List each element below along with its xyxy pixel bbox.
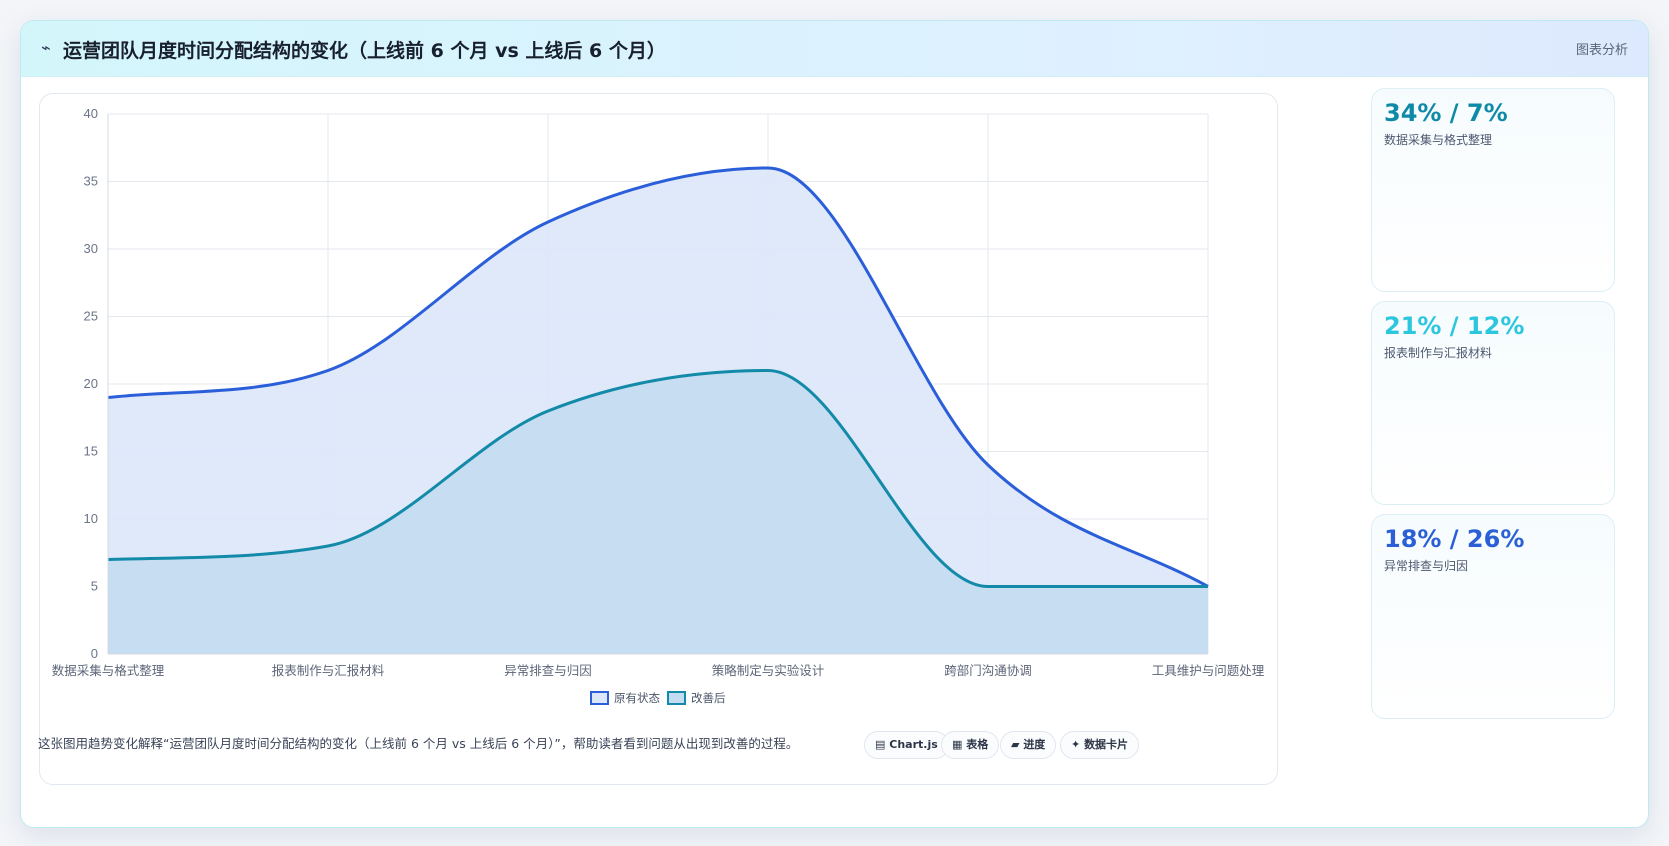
chart-panel: ⌁ 运营团队月度时间分配结构的变化（上线前 6 个月 vs 上线后 6 个月） … — [20, 20, 1649, 828]
chip-data-card[interactable]: ✦ 数据卡片 — [1060, 731, 1140, 759]
series-line-0 — [107, 166, 1209, 588]
x-tick-label: 工具维护与问题处理 — [1152, 663, 1265, 678]
chip-table[interactable]: ▦ 表格 — [941, 731, 1000, 759]
stat-label: 报表制作与汇报材料 — [1384, 346, 1493, 360]
panel-title: 运营团队月度时间分配结构的变化（上线前 6 个月 vs 上线后 6 个月） — [63, 40, 666, 62]
y-tick-label: 10 — [84, 511, 98, 526]
x-tick-label: 策略制定与实验设计 — [712, 663, 825, 678]
x-tick-label: 数据采集与格式整理 — [52, 663, 165, 678]
stat-value: 34% / 7% — [1384, 99, 1508, 127]
x-tick-label: 报表制作与汇报材料 — [272, 663, 385, 678]
legend-swatch — [667, 691, 686, 705]
y-tick-label: 0 — [91, 646, 98, 661]
y-tick-label: 5 — [91, 579, 98, 594]
progress-icon: ▰ — [1011, 738, 1020, 751]
stat-card-3: 18% / 26% 异常排查与归因 — [1371, 514, 1615, 719]
y-tick-label: 30 — [84, 241, 98, 256]
legend-label: 改善后 — [691, 691, 726, 705]
panel-header: ⌁ 运营团队月度时间分配结构的变化（上线前 6 个月 vs 上线后 6 个月） … — [21, 21, 1648, 77]
y-tick-label: 35 — [84, 174, 98, 189]
legend-label: 原有状态 — [614, 691, 660, 705]
x-tick-label: 跨部门沟通协调 — [944, 663, 1032, 678]
table-icon: ▦ — [952, 738, 963, 751]
chip-label: 数据卡片 — [1084, 738, 1129, 751]
chip-label: 进度 — [1023, 738, 1046, 751]
series-area-1 — [108, 370, 1208, 654]
stat-card-2: 21% / 12% 报表制作与汇报材料 — [1371, 301, 1615, 505]
chart-line-icon: ⌁ — [41, 38, 51, 57]
chip-label: 表格 — [966, 738, 989, 751]
stat-value: 21% / 12% — [1384, 312, 1525, 340]
chip-chartjs[interactable]: ▤ Chart.js — [864, 731, 949, 759]
stat-label: 数据采集与格式整理 — [1384, 133, 1493, 147]
chart-card: 0 5 10 15 20 25 30 35 40 数据采集与格式整理 报表制作与汇报材料 异常排查与归… — [39, 93, 1278, 785]
chart-icon: ▤ — [875, 738, 886, 751]
data-card-icon: ✦ — [1071, 738, 1081, 751]
chip-label: Chart.js — [889, 738, 938, 751]
area-chart: 0 5 10 15 20 25 30 35 40 数据采集与格式整理 报表制作与汇报材料 异常排查与归… — [52, 106, 1265, 705]
chip-progress[interactable]: ▰ 进度 — [1000, 731, 1057, 759]
y-tick-label: 20 — [84, 376, 98, 391]
stat-label: 异常排查与归因 — [1384, 559, 1469, 573]
stat-card-1: 34% / 7% 数据采集与格式整理 — [1371, 88, 1615, 292]
y-tick-label: 25 — [84, 309, 98, 324]
x-tick-label: 异常排查与归因 — [504, 663, 592, 678]
panel-tag: 图表分析 — [1575, 43, 1628, 58]
series-line-1 — [107, 368, 1208, 589]
y-tick-label: 40 — [84, 106, 98, 121]
y-tick-label: 15 — [84, 444, 98, 459]
chart-caption: 这张图用趋势变化解释“运营团队月度时间分配结构的变化（上线前 6 个月 vs 上… — [38, 736, 799, 751]
legend-swatch — [590, 691, 609, 705]
stat-value: 18% / 26% — [1384, 525, 1525, 553]
